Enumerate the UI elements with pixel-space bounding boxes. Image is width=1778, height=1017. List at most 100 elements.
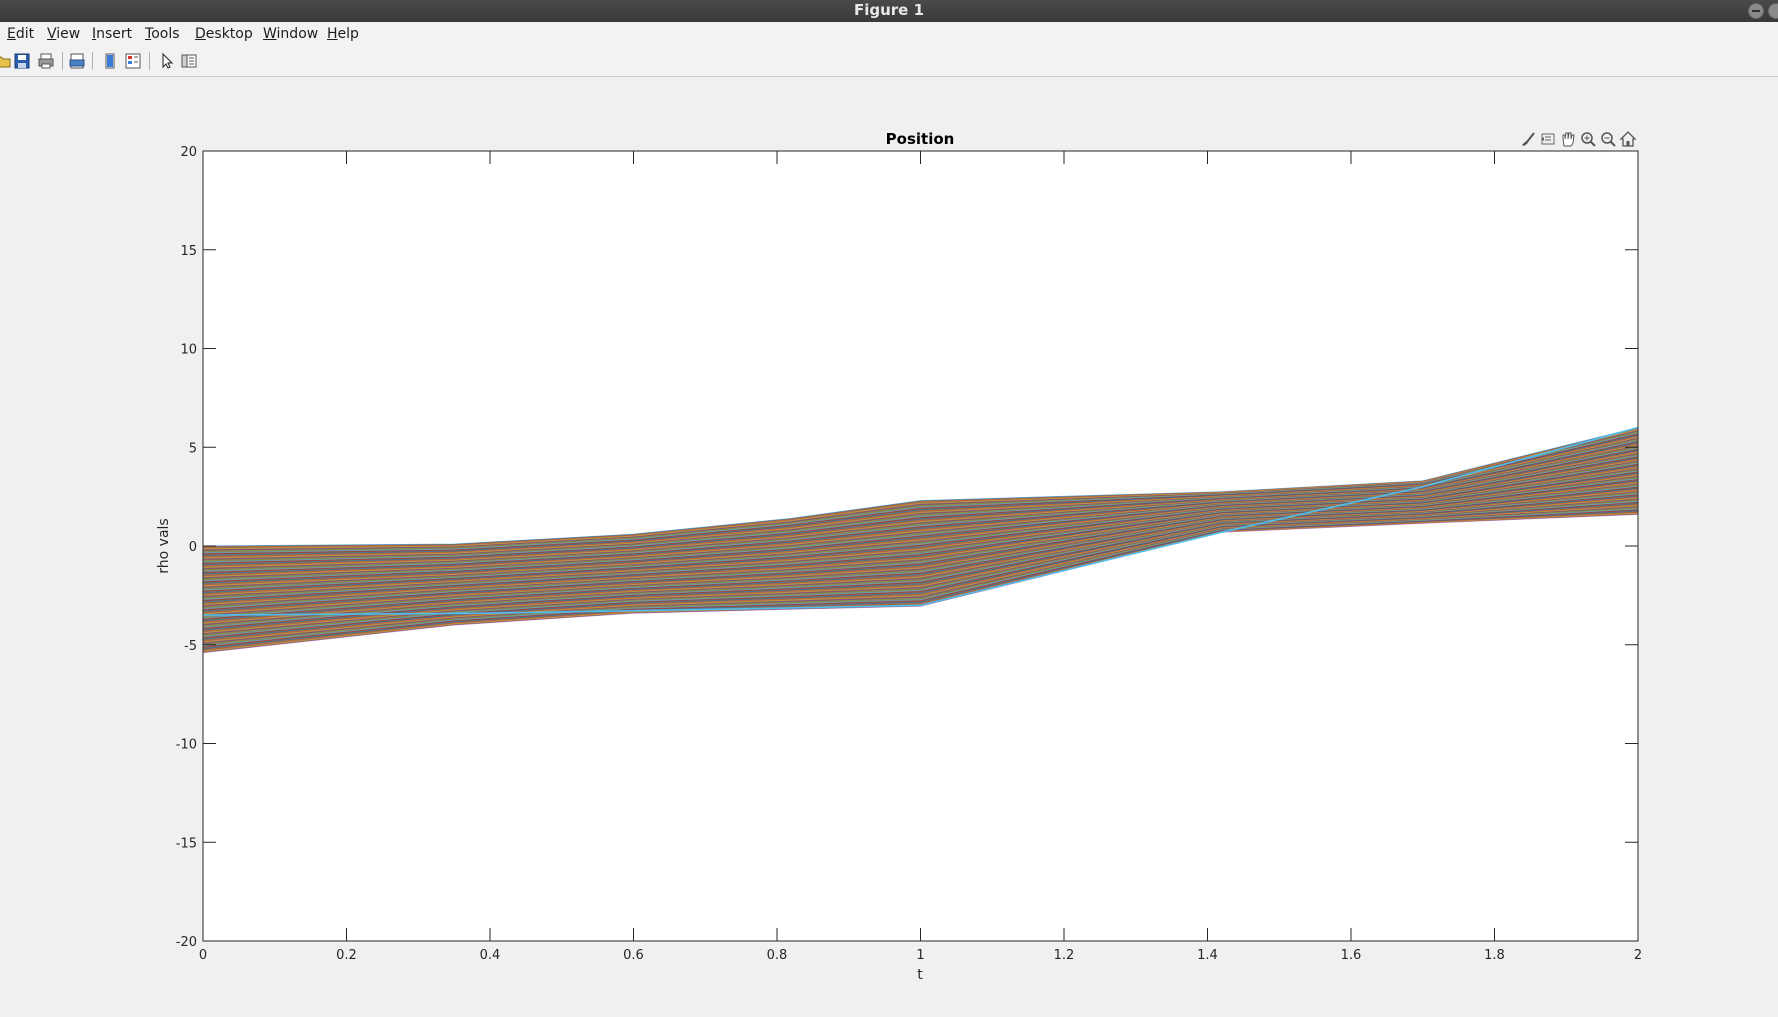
series-line (202, 463, 1639, 592)
axes-box (202, 150, 1639, 942)
y-tick-label: 20 (180, 145, 197, 160)
chart-title: Position (886, 130, 955, 148)
y-tick-label: -10 (176, 738, 197, 753)
y-tick-label: 5 (189, 441, 197, 456)
series-line (202, 507, 1639, 646)
series-line (202, 432, 1639, 554)
series-line (202, 462, 1639, 591)
series-line (202, 473, 1639, 604)
close-button[interactable] (1768, 3, 1778, 19)
series-line (202, 468, 1639, 598)
y-tick-label: 10 (180, 343, 197, 358)
x-tick-label: 1.2 (1054, 948, 1075, 963)
series-line (202, 434, 1639, 556)
insert-colorbar-icon[interactable] (124, 52, 142, 70)
series-line (202, 455, 1639, 582)
minimize-button[interactable] (1748, 3, 1764, 19)
toolbar-separator (149, 52, 150, 70)
series-line (202, 439, 1639, 562)
menu-help[interactable]: Help (327, 26, 359, 42)
datatip-icon[interactable] (1539, 130, 1557, 148)
series-line (202, 453, 1639, 579)
series-line (202, 488, 1639, 623)
y-tick-label: -20 (176, 935, 197, 950)
series-line (202, 457, 1639, 584)
series-line (202, 444, 1639, 568)
menu-bar: Edit View Insert Tools Desktop Window He… (0, 22, 1778, 46)
x-tick-label: 0.8 (767, 948, 788, 963)
figure-toolbar (0, 46, 1778, 77)
series-line (202, 435, 1639, 558)
zoom-in-icon[interactable] (1579, 130, 1597, 148)
menu-window[interactable]: Window (263, 26, 319, 42)
x-tick-label: 0.6 (623, 948, 644, 963)
series-line (202, 497, 1639, 634)
series-line (202, 510, 1639, 650)
series-line (202, 460, 1639, 588)
series-line (202, 495, 1639, 631)
series-line (202, 480, 1639, 612)
series-line (202, 484, 1639, 618)
menu-desktop[interactable]: Desktop (195, 26, 253, 42)
series-line (202, 483, 1639, 616)
pan-icon[interactable] (1559, 130, 1577, 148)
series-line (202, 485, 1639, 619)
series-line (202, 440, 1639, 563)
series-line (202, 502, 1639, 639)
save-icon[interactable] (13, 52, 31, 70)
print-preview-icon[interactable] (68, 52, 86, 70)
series-line (202, 499, 1639, 636)
series-line (202, 458, 1639, 586)
link-plot-icon[interactable] (101, 52, 119, 70)
series-line (202, 469, 1639, 599)
series-line (202, 471, 1639, 602)
series-line (202, 467, 1639, 596)
series-line (202, 448, 1639, 574)
series-line (202, 431, 1639, 552)
y-tick-label: -15 (176, 836, 197, 851)
series-line (202, 447, 1639, 572)
select-arrow-icon[interactable] (158, 52, 176, 70)
series-line (202, 474, 1639, 606)
menu-insert[interactable]: Insert (92, 26, 133, 42)
window-titlebar: Figure 1 (0, 0, 1778, 22)
series-line (202, 454, 1639, 580)
series-line (202, 443, 1639, 567)
series-line (202, 459, 1639, 587)
series-line (202, 456, 1639, 583)
home-icon[interactable] (1619, 130, 1637, 148)
boundary-series-line (202, 426, 1639, 616)
x-tick-label: 1.8 (1484, 948, 1505, 963)
zoom-out-icon[interactable] (1599, 130, 1617, 148)
series-line (202, 513, 1639, 654)
toolbar-separator (92, 52, 93, 70)
x-axis-label: t (917, 967, 923, 983)
window-title: Figure 1 (853, 1, 925, 19)
property-editor-icon[interactable] (180, 52, 198, 70)
brush-icon[interactable] (1519, 130, 1537, 148)
series-line (202, 493, 1639, 628)
x-tick-label: 0 (199, 948, 207, 963)
series-line (202, 505, 1639, 643)
series-line (202, 482, 1639, 615)
series-line (202, 470, 1639, 600)
print-icon[interactable] (37, 52, 55, 70)
series-line (202, 466, 1639, 595)
menu-view[interactable]: View (47, 26, 81, 42)
series-line (202, 492, 1639, 627)
menu-tools[interactable]: Tools (145, 26, 180, 42)
series-line (202, 496, 1639, 632)
series-line (202, 506, 1639, 644)
menu-edit[interactable]: Edit (7, 26, 35, 42)
series-line (202, 465, 1639, 594)
x-tick-label: 0.4 (480, 948, 501, 963)
series-line (202, 427, 1639, 547)
x-tick-label: 1.6 (1341, 948, 1362, 963)
open-icon[interactable] (0, 52, 12, 70)
x-tick-label: 2 (1634, 948, 1642, 963)
series-line (202, 429, 1639, 550)
x-tick-label: 0.2 (336, 948, 357, 963)
series-line (202, 428, 1639, 548)
series-line (202, 442, 1639, 566)
